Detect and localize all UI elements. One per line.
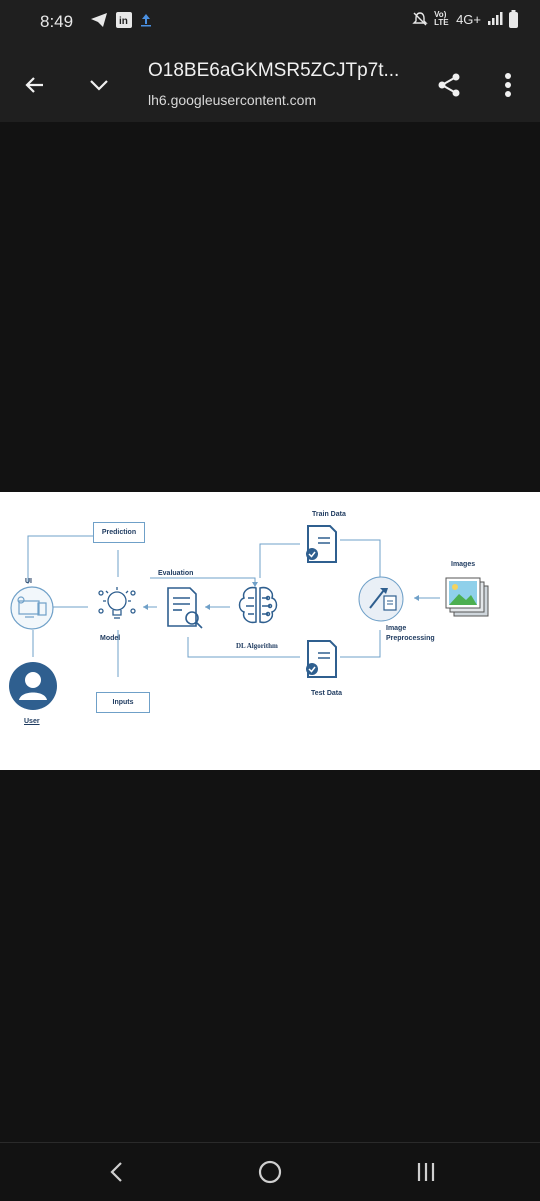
dl-algorithm-label: DL Algorithm (236, 642, 278, 650)
inputs-box: Inputs (96, 692, 150, 713)
battery-icon (509, 10, 518, 28)
recents-nav-icon (417, 1163, 435, 1181)
inputs-label: Inputs (112, 699, 134, 706)
telegram-icon (91, 13, 107, 27)
image-preprocessing-icon (358, 576, 404, 622)
volte-indicator: Vo) LTE (434, 10, 449, 27)
model-label: Model (100, 635, 121, 642)
status-time: 8:49 (40, 12, 74, 31)
image-viewer[interactable]: UI User Prediction Model (0, 492, 540, 770)
train-data-label: Train Data (312, 511, 346, 518)
status-bar: 8:49 in Vo) LTE 4G+ (0, 0, 540, 44)
more-vert-icon (505, 73, 511, 97)
system-home-button[interactable] (252, 1155, 288, 1189)
share-icon (438, 73, 460, 97)
evaluation-label: Evaluation (158, 570, 194, 577)
page-title: O18BE6aGKMSR5ZCJTp7t... (148, 60, 400, 81)
signal-icon (488, 12, 503, 25)
upload-icon (141, 14, 151, 27)
back-nav-icon (110, 1162, 122, 1182)
chevron-down-icon (90, 80, 108, 91)
share-button[interactable] (430, 66, 468, 104)
more-options-button[interactable] (494, 66, 522, 104)
system-back-button[interactable] (98, 1155, 134, 1189)
evaluation-document-icon (167, 587, 203, 629)
prediction-box: Prediction (93, 522, 145, 543)
system-navigation-bar (0, 1142, 540, 1201)
back-arrow-icon (25, 77, 43, 93)
home-nav-icon (258, 1160, 282, 1184)
ui-devices-icon (10, 586, 54, 630)
images-stack-icon (445, 577, 489, 617)
svg-text:in: in (119, 16, 128, 27)
page-url: lh6.googleusercontent.com (148, 92, 317, 108)
test-data-label: Test Data (311, 690, 342, 697)
image-preprocessing-label-line1: Image (386, 625, 407, 632)
prediction-label: Prediction (101, 529, 137, 536)
collapse-button[interactable] (82, 68, 116, 102)
user-avatar-icon (9, 662, 57, 710)
top-app-bar: O18BE6aGKMSR5ZCJTp7t... lh6.googleuserco… (0, 44, 540, 122)
mute-icon (412, 12, 428, 26)
model-brain-bulb-icon (98, 587, 136, 619)
linkedin-icon: in (116, 12, 132, 28)
back-button[interactable] (18, 68, 52, 102)
system-recents-button[interactable] (408, 1155, 444, 1189)
network-indicator: 4G+ (456, 11, 481, 27)
image-preprocessing-label-line2: Preprocessing (386, 635, 435, 642)
diagram-connectors (27, 535, 440, 677)
ui-label: UI (25, 578, 32, 585)
dl-algorithm-brain-icon (238, 586, 278, 624)
test-data-document-icon (306, 640, 337, 678)
user-label: User (24, 718, 40, 725)
images-label: Images (451, 561, 476, 568)
train-data-document-icon (306, 525, 337, 563)
